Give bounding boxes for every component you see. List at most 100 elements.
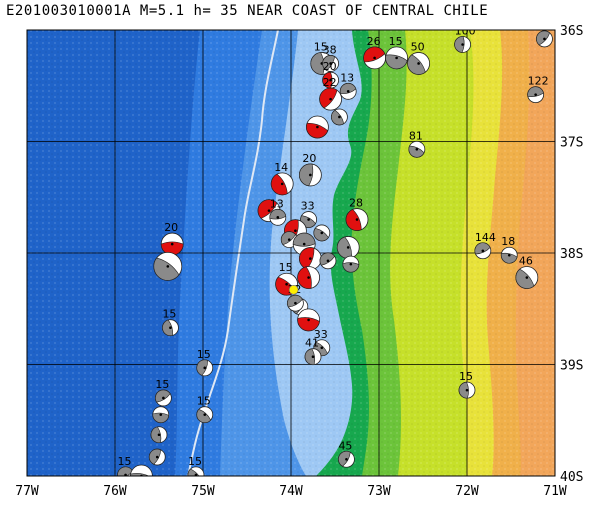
focal-mechanism[interactable]: 28 xyxy=(345,197,369,231)
focal-mechanism[interactable]: 15 xyxy=(196,348,214,377)
beachball-quadrant xyxy=(162,319,174,336)
depth-label: 144 xyxy=(475,231,496,244)
beachball-center xyxy=(415,148,419,151)
focal-mechanism[interactable]: 144 xyxy=(474,231,496,260)
beachball-quadrant xyxy=(153,257,180,281)
focal-mechanism[interactable]: 20 xyxy=(160,221,184,256)
beachball-center xyxy=(280,182,284,186)
beachball-quadrant xyxy=(130,473,150,476)
depth-label: 20 xyxy=(323,60,337,73)
beachball-quadrant xyxy=(271,173,288,196)
beachball-center xyxy=(311,355,315,358)
beachball-quadrant xyxy=(342,262,360,273)
beachball-quadrant xyxy=(408,145,425,158)
depth-label: 13 xyxy=(270,197,284,210)
focal-mechanism[interactable]: 15 xyxy=(196,395,214,424)
focal-mechanism[interactable] xyxy=(148,448,166,466)
focal-mechanism[interactable]: 15 xyxy=(458,370,476,399)
beachball-center xyxy=(465,388,469,392)
focal-mechanism[interactable]: 13 xyxy=(269,197,287,226)
focal-mechanism[interactable]: 20 xyxy=(298,152,322,187)
depth-label: 45 xyxy=(338,439,352,452)
beachball-center xyxy=(461,43,464,46)
focal-mechanism[interactable] xyxy=(153,251,183,281)
focal-mechanism[interactable]: 18 xyxy=(500,235,518,264)
beachball-center xyxy=(329,78,332,82)
focal-mechanism[interactable]: 13 xyxy=(339,71,357,100)
beachball-center xyxy=(194,473,198,476)
beachball-center xyxy=(267,209,271,212)
focal-mechanism[interactable]: 41 xyxy=(304,337,322,366)
focal-mechanism[interactable]: 105 xyxy=(536,19,557,48)
focal-mechanism[interactable]: 15 xyxy=(385,35,409,70)
beachball-quadrant xyxy=(474,242,491,255)
beachball-center xyxy=(162,396,165,400)
beachball-center xyxy=(307,276,310,279)
beachball-center xyxy=(346,90,350,93)
beachball-quadrant xyxy=(150,426,162,443)
beachball-quadrant xyxy=(339,83,357,95)
map-frame xyxy=(26,29,556,477)
focal-mechanism[interactable]: 15 xyxy=(187,455,205,483)
focal-mechanism[interactable] xyxy=(298,247,322,270)
depth-label: 50 xyxy=(411,40,425,53)
focal-mechanism[interactable]: 15 xyxy=(117,455,134,483)
focal-mechanism[interactable] xyxy=(319,252,337,270)
focal-mechanism[interactable] xyxy=(330,108,348,126)
beachball-quadrant xyxy=(257,199,278,219)
focal-mechanism[interactable]: 122 xyxy=(527,75,549,104)
focal-mechanism[interactable] xyxy=(342,255,360,273)
focal-mechanism[interactable]: 22 xyxy=(319,76,343,111)
beachball-center xyxy=(285,282,288,286)
beachball-quadrant xyxy=(299,163,314,187)
latitude-tick-label: 37S xyxy=(560,136,583,151)
beachball-center xyxy=(294,229,297,232)
focal-mechanism[interactable]: 15 xyxy=(154,378,172,407)
beachball-center xyxy=(481,249,485,253)
beachball-quadrant xyxy=(292,232,316,247)
graticule xyxy=(27,30,555,476)
beachball-quadrant xyxy=(322,55,336,71)
beachball-center xyxy=(355,218,359,221)
beachball-center xyxy=(170,242,174,246)
longitude-tick-label: 71W xyxy=(543,484,567,499)
focal-mechanism[interactable] xyxy=(150,426,168,444)
beachball-center xyxy=(329,97,332,101)
beachball-quadrant xyxy=(297,317,320,332)
focal-mechanism[interactable]: 81 xyxy=(408,129,426,158)
longitude-tick-label: 73W xyxy=(367,484,391,499)
focal-mechanism[interactable] xyxy=(297,308,321,332)
focal-mechanism[interactable]: 15 xyxy=(162,308,179,337)
focal-mechanism[interactable]: 46 xyxy=(515,255,539,289)
beachball-center xyxy=(320,231,324,235)
beachball-center xyxy=(157,433,161,437)
focal-mechanism[interactable]: 14 xyxy=(270,161,294,196)
depth-label: 33 xyxy=(301,200,315,213)
latitude-tick-label: 39S xyxy=(560,359,583,374)
focal-mechanism[interactable]: 50 xyxy=(407,40,431,75)
focal-mechanism[interactable] xyxy=(297,266,321,289)
focal-mechanism[interactable] xyxy=(152,406,170,424)
beachball-quadrant xyxy=(319,252,335,266)
focal-mechanism[interactable]: 100 xyxy=(454,24,476,53)
beachball-center xyxy=(525,276,529,279)
longitude-tick-label: 76W xyxy=(103,484,127,499)
focal-mechanism[interactable]: 38 xyxy=(322,43,340,72)
beachball-quadrant xyxy=(297,266,312,289)
focal-mechanism[interactable]: 26 xyxy=(363,35,387,70)
beachball-center xyxy=(543,37,546,41)
focal-mechanism[interactable] xyxy=(313,224,331,242)
focal-mechanism[interactable] xyxy=(336,236,360,259)
focal-mechanism[interactable] xyxy=(130,464,153,487)
beachball-quadrant xyxy=(299,247,315,270)
beachball-quadrant xyxy=(313,228,329,242)
focal-mechanism[interactable] xyxy=(305,115,329,139)
beachball-center xyxy=(534,93,537,96)
focal-mechanism[interactable]: 33 xyxy=(300,200,318,228)
beachball-quadrant xyxy=(280,231,296,246)
focal-mechanism[interactable]: 45 xyxy=(338,439,355,468)
depth-label: 26 xyxy=(367,35,381,48)
